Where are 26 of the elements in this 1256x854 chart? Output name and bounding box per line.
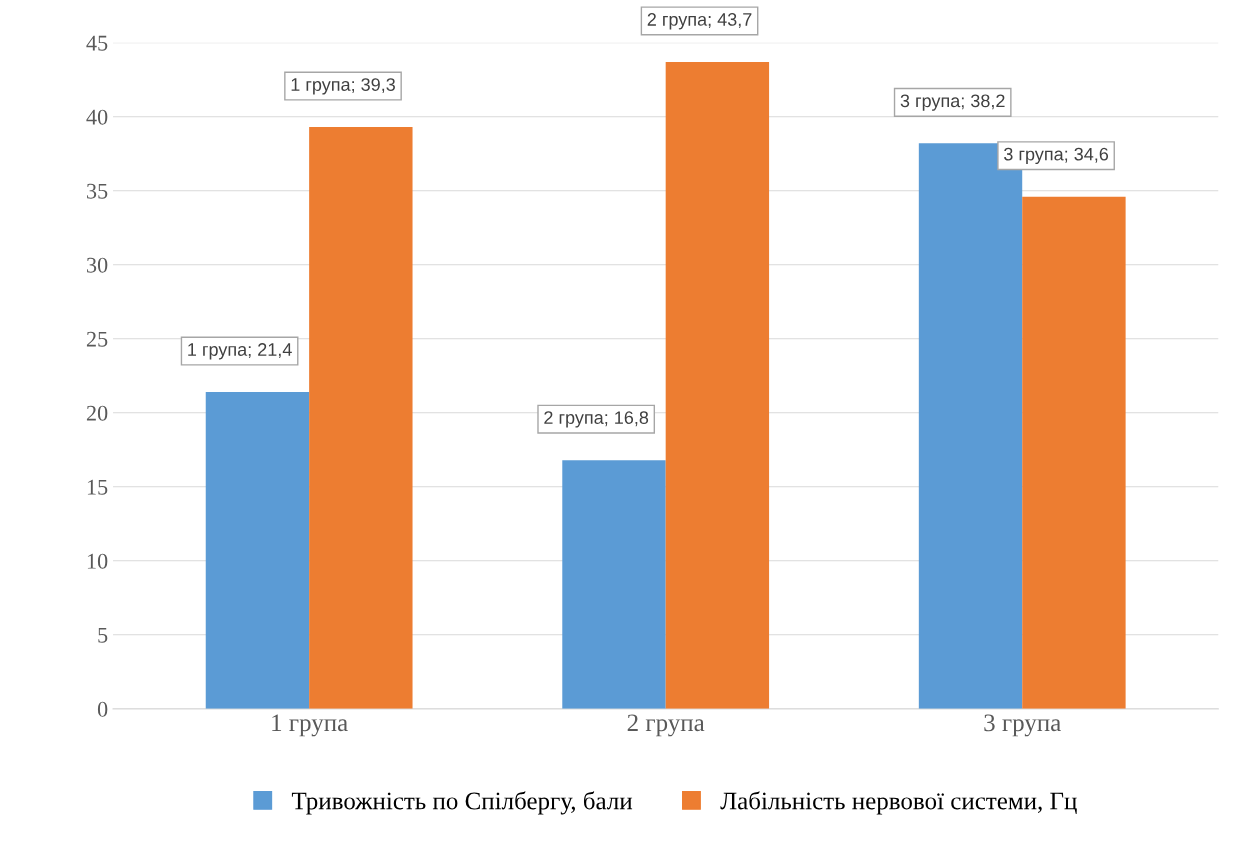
legend-label: Лабільність нервової системи, Гц (720, 791, 1077, 815)
data-label: 3 група; 34,6 (1004, 147, 1109, 165)
data-label: 1 група; 21,4 (188, 343, 292, 360)
y-tick-label: 25 (86, 331, 108, 347)
y-tick-label: 10 (87, 553, 108, 569)
bar (205, 392, 310, 709)
y-tick-label: 35 (87, 183, 108, 199)
data-label: 3 група; 38,2 (900, 94, 1005, 111)
data-label: 2 група; 16,8 (544, 411, 649, 428)
legend-label: Тривожність по Спілбергу, бали (291, 791, 633, 815)
y-tick-label: 20 (86, 405, 108, 421)
y-tick-label: 0 (97, 701, 108, 717)
y-tick-label: 45 (86, 35, 108, 51)
bar (562, 460, 666, 709)
x-tick-label: 3 група (984, 714, 1061, 737)
bar (665, 61, 770, 709)
x-tick-label: 1 група (272, 714, 348, 737)
x-tick-label: 2 група (627, 714, 705, 737)
data-label: 1 група; 39,3 (291, 78, 395, 95)
bar (1022, 196, 1126, 709)
y-tick-label: 40 (86, 109, 108, 125)
data-label: 2 група; 43,7 (647, 13, 752, 30)
bar (309, 127, 413, 709)
y-tick-label: 5 (98, 627, 108, 643)
y-tick-label: 30 (87, 257, 108, 273)
y-tick-label: 15 (87, 479, 108, 495)
